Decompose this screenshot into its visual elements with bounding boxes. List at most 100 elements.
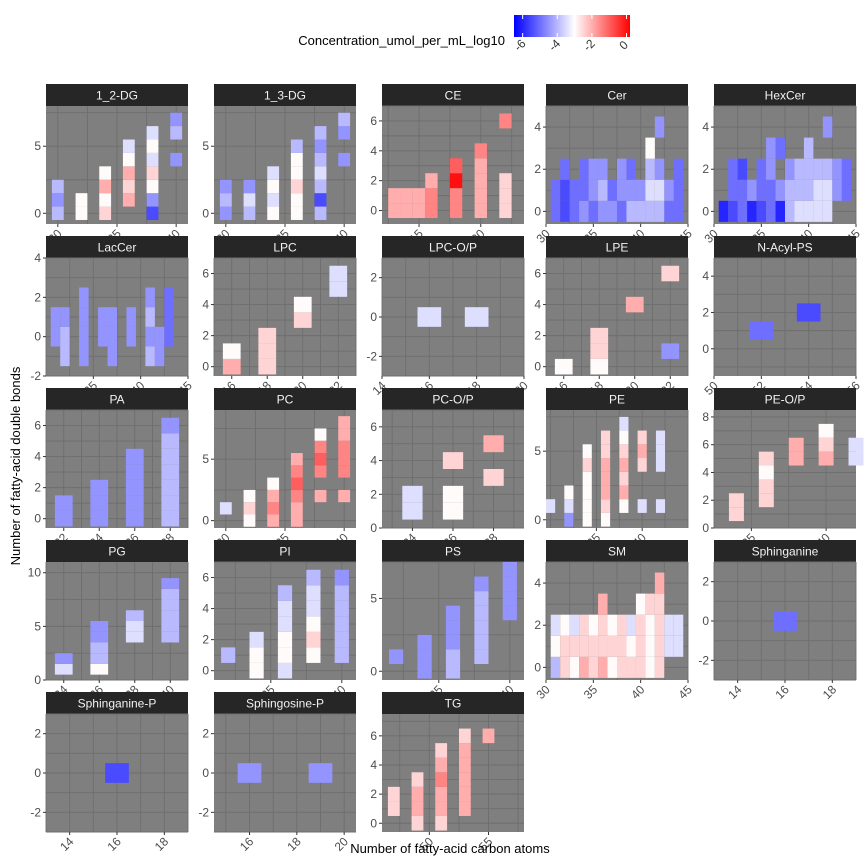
legend-colorbar [514, 15, 630, 37]
heat-tile [161, 621, 180, 632]
heat-tile [161, 433, 180, 449]
heat-tile [125, 448, 144, 465]
heat-tile [661, 265, 680, 282]
heat-tile [550, 614, 561, 636]
heat-tile [569, 179, 580, 201]
heat-tile [813, 158, 823, 180]
heat-tile [796, 303, 821, 322]
y-tick-label: 2 [34, 290, 41, 304]
heat-tile [161, 510, 180, 527]
heat-tile [758, 451, 774, 466]
heat-tile [756, 179, 767, 201]
heat-tile [728, 179, 738, 201]
y-tick-label: 0 [702, 342, 709, 356]
facet-panel: Sphingosine-P 16 18 20 -2 0 2 [198, 692, 356, 854]
heat-tile [579, 635, 589, 657]
heat-tile [474, 576, 489, 592]
heat-tile [848, 451, 864, 466]
legend-tick-label: -4 [546, 36, 564, 54]
heat-tile [598, 635, 608, 657]
heat-tile [314, 193, 327, 207]
heat-tile [329, 265, 348, 282]
heat-tile [435, 786, 448, 802]
heat-tile [673, 635, 684, 657]
facet-panel: PC30354005 [202, 388, 356, 550]
heat-tile [161, 479, 180, 496]
heat-tile [445, 605, 461, 621]
heat-tile [164, 326, 174, 347]
heat-tile [600, 499, 611, 513]
heat-tile [661, 343, 680, 359]
heat-tile [579, 158, 589, 180]
heat-tile [308, 763, 333, 783]
heat-tile [290, 465, 303, 478]
heat-tile [51, 206, 64, 220]
heat-tile [673, 158, 684, 180]
heat-tile [412, 188, 426, 204]
facet-title: PC [277, 393, 294, 407]
facet-title: LPC-O/P [429, 241, 477, 255]
y-tick-label: 4 [702, 465, 709, 479]
heat-tile [619, 430, 629, 445]
heat-tile [449, 203, 463, 219]
heat-tile [654, 179, 665, 201]
heat-tile [818, 437, 834, 452]
heat-tile [293, 296, 312, 313]
heat-tile [550, 200, 561, 222]
heat-tile [402, 502, 423, 520]
heat-tile [582, 512, 592, 527]
heat-tile [435, 743, 448, 758]
heat-tile [626, 179, 636, 201]
y-tick-label: 2 [34, 727, 41, 741]
heat-tile [290, 139, 303, 153]
heat-tile [389, 649, 404, 664]
heat-tile [51, 179, 64, 194]
heat-tile [813, 200, 823, 222]
heat-tile [243, 179, 256, 194]
heat-tile [170, 126, 183, 140]
heat-tile [412, 203, 426, 219]
heat-tile [125, 621, 144, 632]
heat-tile [249, 631, 264, 648]
heat-tile [258, 343, 277, 359]
heat-tile [728, 493, 744, 508]
heat-tile [314, 139, 327, 153]
legend-tick-label: 0 [616, 38, 631, 53]
y-tick-label: 0 [34, 512, 41, 526]
heat-tile [600, 444, 611, 459]
heat-tile [607, 200, 617, 222]
heat-tile [458, 728, 471, 744]
y-tick-label: 10 [28, 566, 42, 580]
heat-tile [588, 656, 599, 678]
y-tick-label: 0 [202, 664, 209, 678]
heat-tile [655, 444, 666, 459]
heat-tile [243, 193, 256, 207]
heat-tile [79, 346, 89, 367]
y-tick-label: 5 [34, 619, 41, 633]
heat-tile [598, 179, 608, 201]
heat-tile [737, 179, 748, 201]
heat-tile [645, 593, 655, 615]
heat-tile [499, 203, 512, 219]
heat-tile [645, 137, 655, 159]
heat-tile [803, 158, 814, 180]
heat-tile [99, 166, 112, 180]
heat-tile [582, 485, 592, 500]
heat-tile [107, 346, 117, 367]
heat-tile [79, 307, 89, 327]
heat-tile [654, 572, 665, 594]
heat-tile [267, 502, 280, 515]
heat-tile [499, 113, 512, 129]
facet-title: Sphinganine [752, 545, 819, 559]
heat-tile [388, 203, 401, 219]
heat-tile [290, 166, 303, 180]
heat-tile [51, 193, 64, 207]
heat-tile [626, 200, 636, 222]
heat-tile [98, 307, 108, 327]
heat-tile [579, 179, 589, 201]
heat-tile [582, 458, 592, 472]
heat-tile [600, 485, 611, 500]
y-tick-label: 0 [534, 360, 541, 374]
heat-tile [161, 495, 180, 511]
